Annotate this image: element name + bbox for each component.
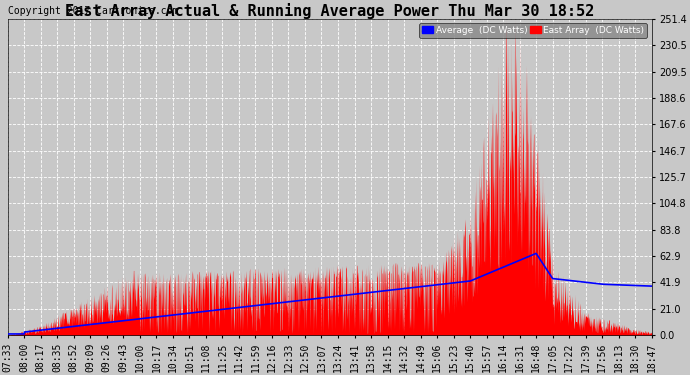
Title: East Array Actual & Running Average Power Thu Mar 30 18:52: East Array Actual & Running Average Powe… [65,3,594,19]
Legend: Average  (DC Watts), East Array  (DC Watts): Average (DC Watts), East Array (DC Watts… [420,23,647,38]
Text: Copyright 2017 Cartronics.com: Copyright 2017 Cartronics.com [8,6,178,16]
